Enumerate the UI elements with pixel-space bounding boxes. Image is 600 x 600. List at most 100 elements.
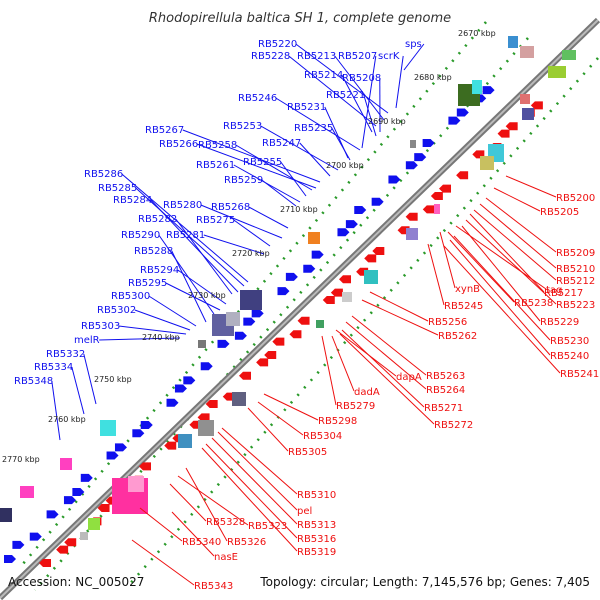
gene-label[interactable]: RB5267 [145,125,184,136]
gene-label[interactable]: RB5328 [206,517,245,528]
gene-label[interactable]: RB5217 [544,288,583,299]
gene-label[interactable]: RB5241 [560,369,599,380]
reverse-gene-arrow[interactable] [497,129,510,138]
gene-label[interactable]: RB5280 [163,200,202,211]
reverse-gene-arrow[interactable] [322,296,335,304]
gene-label[interactable]: RB5221 [326,90,365,101]
gene-label[interactable]: pel [297,506,312,517]
gene-label[interactable]: RB5210 [556,264,595,275]
forward-gene-arrow[interactable] [106,451,119,460]
forward-gene-arrow[interactable] [200,362,213,371]
gene-label[interactable]: RB5258 [198,140,237,151]
reverse-gene-arrow[interactable] [197,413,210,422]
gene-label[interactable]: scrK [378,51,400,62]
feature-block[interactable] [88,518,100,530]
reverse-gene-arrow[interactable] [456,171,469,180]
gene-label[interactable]: RB5282 [138,214,177,225]
reverse-gene-arrow[interactable] [205,400,218,408]
forward-gene-arrow[interactable] [311,250,324,259]
feature-block[interactable] [20,486,34,498]
forward-gene-arrow[interactable] [132,429,145,438]
forward-gene-arrow[interactable] [414,153,427,162]
gene-label[interactable]: RB5208 [342,73,381,84]
reverse-gene-arrow[interactable] [264,351,277,359]
feature-block[interactable] [240,290,262,310]
forward-gene-arrow[interactable] [303,264,316,273]
forward-gene-arrow[interactable] [174,384,187,393]
feature-block[interactable] [100,420,116,436]
reverse-gene-arrow[interactable] [439,184,451,193]
gene-label[interactable]: RB5300 [111,291,150,302]
gene-label[interactable]: RB5288 [134,246,173,257]
reverse-gene-arrow[interactable] [422,205,435,214]
forward-gene-arrow[interactable] [422,138,435,147]
reverse-gene-arrow[interactable] [56,545,69,554]
feature-block[interactable] [198,340,206,348]
feature-block[interactable] [232,392,246,406]
gene-label[interactable]: RB5240 [550,351,589,362]
feature-block[interactable] [342,292,352,302]
gene-label[interactable]: RB5310 [297,490,336,501]
gene-label[interactable]: RB5332 [46,349,85,360]
gene-label[interactable]: RB5212 [556,276,595,287]
gene-label[interactable]: dapA [396,372,422,383]
forward-gene-arrow[interactable] [63,496,76,505]
gene-label[interactable]: RB5348 [14,376,53,387]
feature-block[interactable] [406,228,418,240]
gene-label[interactable]: RB5285 [98,183,137,194]
gene-label[interactable]: RB5302 [97,305,136,316]
gene-label[interactable]: RB5253 [223,121,262,132]
feature-block[interactable] [548,66,566,78]
gene-label[interactable]: RB5255 [243,157,282,168]
forward-gene-arrow[interactable] [371,197,384,206]
reverse-gene-arrow[interactable] [505,122,518,131]
gene-label[interactable]: RB5261 [196,160,235,171]
forward-gene-arrow[interactable] [4,555,16,563]
gene-label[interactable]: RB5313 [297,520,336,531]
feature-block[interactable] [410,140,416,148]
gene-label[interactable]: xynB [455,284,480,295]
gene-label[interactable]: RB5246 [238,93,277,104]
gene-label[interactable]: RB5295 [128,278,167,289]
forward-gene-arrow[interactable] [114,443,127,452]
feature-block[interactable] [80,532,88,540]
forward-gene-arrow[interactable] [12,540,25,549]
gene-label[interactable]: RB5205 [540,207,579,218]
feature-block[interactable] [480,156,494,170]
gene-label[interactable]: RB5262 [438,331,477,342]
gene-label[interactable]: melR [74,335,100,346]
reverse-gene-arrow[interactable] [239,371,251,380]
reverse-gene-arrow[interactable] [405,212,418,221]
reverse-gene-arrow[interactable] [339,275,351,284]
gene-label[interactable]: RB5247 [262,138,301,149]
forward-gene-arrow[interactable] [217,339,230,348]
reverse-gene-arrow[interactable] [364,254,377,263]
gene-label[interactable]: dadA [354,387,380,398]
gene-label[interactable]: tag [546,285,562,296]
feature-block[interactable] [472,80,482,94]
gene-label[interactable]: RB5334 [34,362,73,373]
feature-block[interactable] [198,420,214,436]
forward-gene-arrow[interactable] [80,473,93,482]
reverse-gene-arrow[interactable] [164,441,177,450]
gene-label[interactable]: RB5271 [424,403,463,414]
gene-label[interactable]: RB5326 [227,537,266,548]
reverse-gene-arrow[interactable] [530,101,543,110]
gene-label[interactable]: RB5340 [182,537,221,548]
gene-label[interactable]: RB5229 [540,317,579,328]
feature-block[interactable] [178,434,192,448]
feature-block[interactable] [0,508,12,522]
gene-label[interactable]: RB5290 [121,230,160,241]
reverse-gene-arrow[interactable] [272,337,285,346]
forward-gene-arrow[interactable] [405,161,418,170]
gene-label[interactable]: RB5259 [224,175,263,186]
reverse-gene-arrow[interactable] [97,504,110,512]
forward-gene-arrow[interactable] [29,532,42,541]
gene-label[interactable]: RB5263 [426,371,465,382]
forward-gene-arrow[interactable] [345,220,358,229]
forward-gene-arrow[interactable] [456,108,469,117]
forward-gene-arrow[interactable] [46,510,59,519]
gene-label[interactable]: RB5200 [556,193,595,204]
forward-gene-arrow[interactable] [243,317,256,326]
gene-label[interactable]: RB5319 [297,547,336,558]
